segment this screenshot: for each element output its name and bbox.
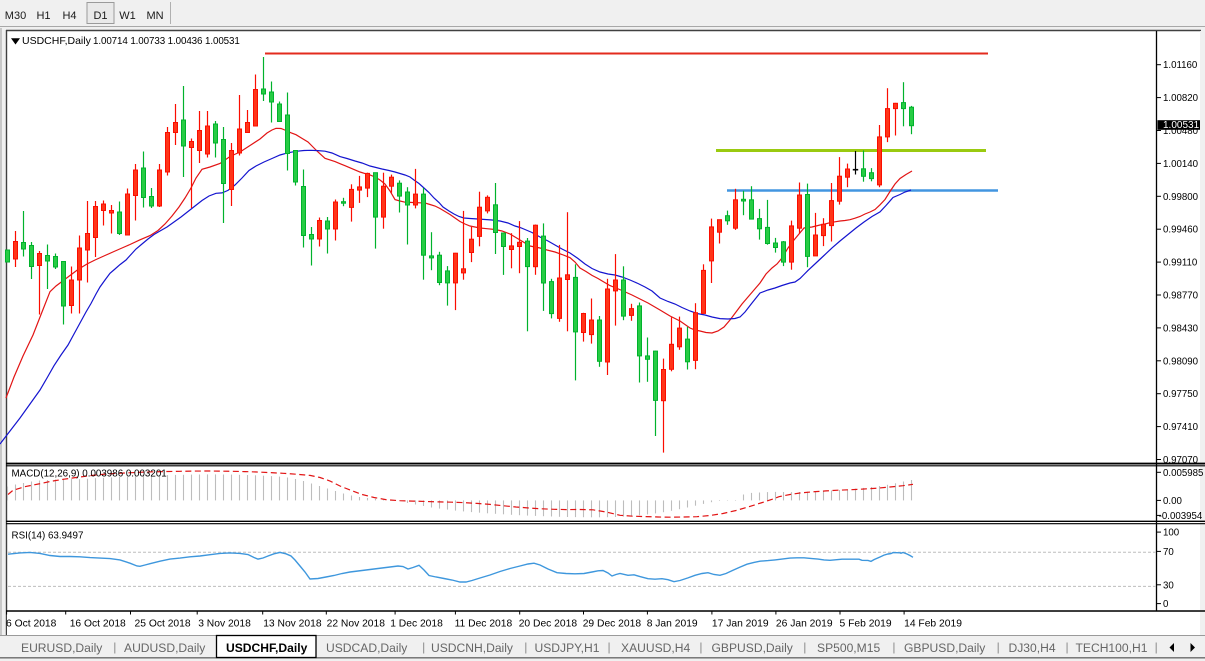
svg-text:M30: M30 bbox=[5, 10, 26, 22]
svg-text:TECH100,H1: TECH100,H1 bbox=[1076, 641, 1148, 655]
svg-text:MN: MN bbox=[146, 10, 163, 22]
svg-text:-0.003954: -0.003954 bbox=[1159, 511, 1203, 522]
svg-text:0: 0 bbox=[1163, 599, 1169, 610]
svg-text:GBPUSD,Daily: GBPUSD,Daily bbox=[904, 641, 986, 655]
svg-text:1.00714 1.00733 1.00436 1.0053: 1.00714 1.00733 1.00436 1.00531 bbox=[93, 36, 240, 47]
svg-text:|: | bbox=[892, 640, 895, 654]
svg-text:14 Feb 2019: 14 Feb 2019 bbox=[904, 619, 962, 630]
svg-text:0.98430: 0.98430 bbox=[1163, 323, 1199, 334]
svg-text:|: | bbox=[997, 640, 1000, 654]
svg-text:XAUUSD,H4: XAUUSD,H4 bbox=[621, 641, 690, 655]
svg-text:RSI(14) 63.9497: RSI(14) 63.9497 bbox=[12, 531, 84, 542]
svg-text:H1: H1 bbox=[36, 10, 50, 22]
svg-text:|: | bbox=[113, 640, 116, 654]
svg-text:30: 30 bbox=[1163, 580, 1174, 591]
svg-text:|: | bbox=[803, 640, 806, 654]
svg-text:MACD(12,26,9) 0.003986 0.00320: MACD(12,26,9) 0.003986 0.003201 bbox=[12, 469, 167, 480]
svg-text:17 Jan 2019: 17 Jan 2019 bbox=[712, 619, 769, 630]
svg-text:29 Dec 2018: 29 Dec 2018 bbox=[583, 619, 642, 630]
svg-text:USDCHF,Daily: USDCHF,Daily bbox=[22, 35, 92, 47]
svg-text:1 Dec 2018: 1 Dec 2018 bbox=[390, 619, 443, 630]
svg-text:SP500,M15: SP500,M15 bbox=[817, 641, 880, 655]
svg-text:0.00: 0.00 bbox=[1163, 496, 1182, 507]
svg-text:100: 100 bbox=[1163, 528, 1180, 539]
svg-text:0.97750: 0.97750 bbox=[1163, 389, 1199, 400]
svg-text:0.005985: 0.005985 bbox=[1163, 468, 1203, 479]
svg-text:1.00531: 1.00531 bbox=[1163, 120, 1200, 131]
svg-text:3 Nov 2018: 3 Nov 2018 bbox=[198, 619, 251, 630]
svg-text:|: | bbox=[1066, 640, 1069, 654]
svg-text:1.01160: 1.01160 bbox=[1163, 60, 1198, 71]
svg-text:25 Oct 2018: 25 Oct 2018 bbox=[135, 619, 191, 630]
svg-text:1.00140: 1.00140 bbox=[1163, 159, 1199, 170]
svg-text:11 Dec 2018: 11 Dec 2018 bbox=[455, 619, 513, 630]
svg-text:0.99800: 0.99800 bbox=[1163, 192, 1199, 203]
svg-text:|: | bbox=[524, 640, 527, 654]
svg-text:D1: D1 bbox=[93, 10, 107, 22]
svg-text:|: | bbox=[699, 640, 702, 654]
svg-text:8 Jan 2019: 8 Jan 2019 bbox=[647, 619, 698, 630]
svg-text:USDCNH,Daily: USDCNH,Daily bbox=[431, 641, 514, 655]
svg-text:0.99110: 0.99110 bbox=[1163, 258, 1198, 269]
svg-text:AUDUSD,Daily: AUDUSD,Daily bbox=[124, 641, 206, 655]
svg-text:6 Oct 2018: 6 Oct 2018 bbox=[6, 619, 57, 630]
svg-text:5 Feb 2019: 5 Feb 2019 bbox=[840, 619, 892, 630]
svg-text:|: | bbox=[422, 640, 425, 654]
svg-text:20 Dec 2018: 20 Dec 2018 bbox=[519, 619, 578, 630]
svg-text:EURUSD,Daily: EURUSD,Daily bbox=[21, 641, 103, 655]
svg-text:0.97410: 0.97410 bbox=[1163, 422, 1199, 433]
svg-text:13 Nov 2018: 13 Nov 2018 bbox=[263, 619, 322, 630]
svg-text:DJ30,H4: DJ30,H4 bbox=[1009, 641, 1056, 655]
svg-text:0.98090: 0.98090 bbox=[1163, 356, 1199, 367]
svg-text:GBPUSD,Daily: GBPUSD,Daily bbox=[712, 641, 794, 655]
svg-text:16 Oct 2018: 16 Oct 2018 bbox=[70, 619, 126, 630]
svg-text:1.00820: 1.00820 bbox=[1163, 93, 1199, 104]
svg-text:26 Jan 2019: 26 Jan 2019 bbox=[776, 619, 833, 630]
svg-text:H4: H4 bbox=[62, 10, 76, 22]
svg-text:W1: W1 bbox=[119, 10, 136, 22]
svg-text:0.99460: 0.99460 bbox=[1163, 225, 1199, 236]
svg-text:USDCAD,Daily: USDCAD,Daily bbox=[326, 641, 408, 655]
svg-text:USDJPY,H1: USDJPY,H1 bbox=[535, 641, 600, 655]
svg-text:USDCHF,Daily: USDCHF,Daily bbox=[226, 641, 308, 655]
svg-text:|: | bbox=[1155, 640, 1158, 654]
svg-text:70: 70 bbox=[1163, 547, 1174, 558]
svg-text:0.97070: 0.97070 bbox=[1163, 455, 1199, 466]
svg-text:|: | bbox=[608, 640, 611, 654]
svg-text:1.00480: 1.00480 bbox=[1163, 126, 1199, 137]
svg-text:0.98770: 0.98770 bbox=[1163, 291, 1199, 302]
svg-text:22 Nov 2018: 22 Nov 2018 bbox=[327, 619, 386, 630]
